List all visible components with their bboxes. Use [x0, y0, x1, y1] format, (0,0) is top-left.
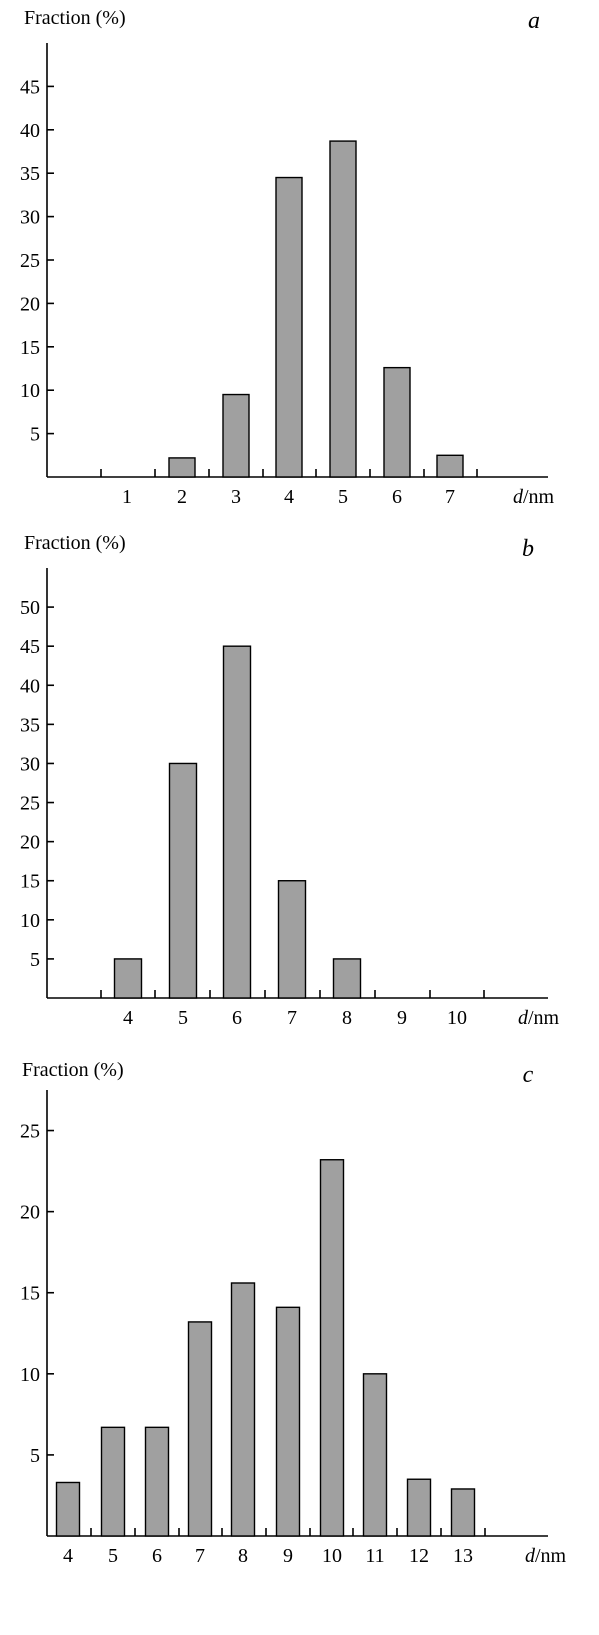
y-tick-label: 25 — [20, 1121, 40, 1143]
bar — [230, 1282, 256, 1537]
y-tick-label: 30 — [20, 207, 40, 229]
bar — [277, 880, 307, 999]
y-tick-label: 20 — [20, 832, 40, 854]
y-tick-label: 20 — [20, 1202, 40, 1224]
y-tick-label: 30 — [20, 753, 40, 775]
panel-letter: a — [528, 8, 540, 34]
x-tick-label: 9 — [397, 1007, 407, 1029]
y-tick-label: 40 — [20, 675, 40, 697]
y-tick-label: 15 — [20, 337, 40, 359]
x-axis-label-symbol: d — [525, 1545, 536, 1567]
x-tick-label: 5 — [338, 486, 348, 508]
y-tick-label: 25 — [20, 793, 40, 815]
x-axis-label-unit: /nm — [528, 1007, 560, 1029]
x-tick-label: 8 — [342, 1007, 352, 1029]
x-tick-label: 3 — [231, 486, 241, 508]
bar — [319, 1159, 345, 1537]
x-tick-label: 10 — [447, 1007, 467, 1029]
y-tick-label: 15 — [20, 871, 40, 893]
bar — [275, 1306, 301, 1537]
x-tick-label: 10 — [322, 1545, 342, 1567]
x-axis-label: d/nm — [518, 1007, 560, 1029]
y-tick-label: 15 — [20, 1283, 40, 1305]
bar — [222, 645, 252, 999]
bar — [406, 1478, 432, 1537]
x-tick-label: 6 — [232, 1007, 242, 1029]
y-tick-label: 45 — [20, 76, 40, 98]
y-tick-label: 40 — [20, 120, 40, 142]
bar — [383, 366, 411, 478]
y-tick-label: 45 — [20, 636, 40, 658]
bar — [362, 1373, 388, 1537]
x-tick-label: 11 — [365, 1545, 384, 1567]
y-axis-label: Fraction (%) — [24, 7, 126, 29]
y-tick-label: 5 — [30, 949, 40, 971]
y-axis-label: Fraction (%) — [24, 532, 126, 554]
y-tick-label: 25 — [20, 250, 40, 272]
y-tick-label: 35 — [20, 714, 40, 736]
x-tick-label: 8 — [238, 1545, 248, 1567]
bar — [275, 176, 303, 478]
panel-letter: b — [522, 536, 534, 562]
y-tick-label: 35 — [20, 163, 40, 185]
x-axis-label: d/nm — [525, 1545, 567, 1567]
y-tick-label: 10 — [20, 1364, 40, 1386]
x-axis-label: d/nm — [513, 486, 555, 508]
x-axis-label-unit: /nm — [523, 486, 555, 508]
bar — [113, 958, 143, 999]
x-tick-label: 4 — [284, 486, 294, 508]
y-tick-label: 5 — [30, 424, 40, 446]
x-tick-label: 2 — [177, 486, 187, 508]
x-tick-label: 6 — [152, 1545, 162, 1567]
x-tick-label: 4 — [63, 1545, 73, 1567]
bar — [329, 140, 357, 478]
bar — [100, 1426, 126, 1537]
bar — [55, 1481, 81, 1537]
bar — [332, 958, 362, 999]
bar — [168, 457, 196, 478]
y-tick-label: 20 — [20, 293, 40, 315]
bar — [436, 454, 464, 478]
x-tick-label: 7 — [195, 1545, 205, 1567]
y-tick-label: 10 — [20, 910, 40, 932]
y-axis-label: Fraction (%) — [22, 1059, 124, 1081]
bar — [450, 1488, 476, 1537]
x-tick-label: 12 — [409, 1545, 429, 1567]
y-tick-label: 5 — [30, 1445, 40, 1467]
bar — [144, 1426, 170, 1537]
y-tick-label: 10 — [20, 380, 40, 402]
x-tick-label: 4 — [123, 1007, 133, 1029]
x-tick-label: 13 — [453, 1545, 473, 1567]
x-axis-label-symbol: d — [513, 486, 524, 508]
panel-letter: c — [523, 1062, 534, 1088]
x-tick-label: 5 — [108, 1545, 118, 1567]
y-tick-label: 50 — [20, 597, 40, 619]
bar — [222, 393, 250, 478]
chart-panel-c: Fraction (%) c 5 10 15 20 25 4 5 6 7 8 9 10 11 12 13 d/nm — [20, 1059, 567, 1567]
x-tick-label: 9 — [283, 1545, 293, 1567]
x-tick-label: 1 — [122, 486, 132, 508]
x-axis-label-symbol: d — [518, 1007, 529, 1029]
x-tick-label: 7 — [445, 486, 455, 508]
bar — [187, 1321, 213, 1537]
x-axis-label-unit: /nm — [535, 1545, 567, 1567]
x-tick-label: 6 — [392, 486, 402, 508]
x-tick-label: 5 — [178, 1007, 188, 1029]
x-tick-label: 7 — [287, 1007, 297, 1029]
bar — [168, 762, 198, 999]
